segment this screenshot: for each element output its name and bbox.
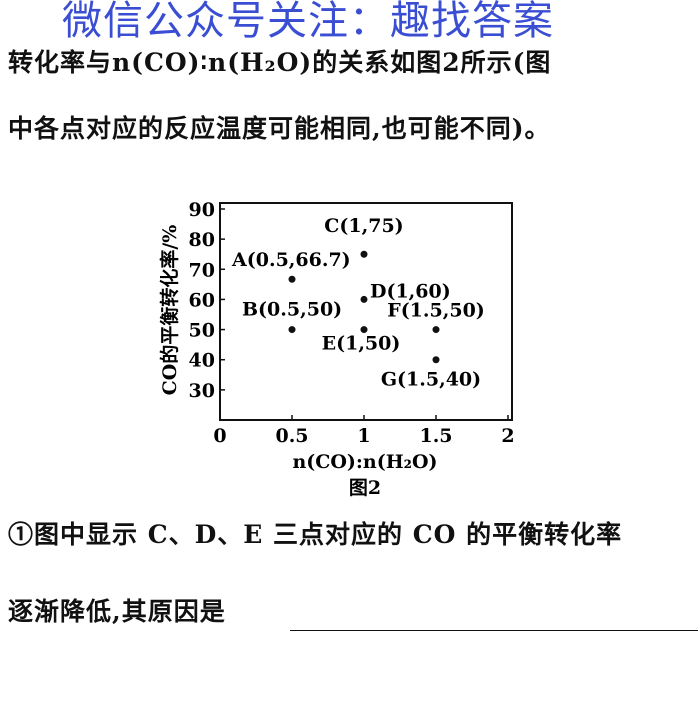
data-point-label: G(1.5,40) (381, 369, 481, 391)
plot-frame (219, 202, 513, 421)
data-point-label: C(1,75) (324, 215, 403, 237)
data-point (288, 326, 296, 334)
watermark: 微信公众号关注：趣找答案 (62, 0, 554, 44)
y-tick-label: 30 (189, 380, 215, 402)
y-axis-label: CO的平衡转化率/% (158, 225, 181, 396)
chart-caption: 图2 (349, 477, 381, 499)
data-point-label: E(1,50) (322, 333, 401, 355)
data-point (288, 275, 296, 283)
x-tick-label: 0 (213, 425, 226, 447)
answer-blank[interactable] (290, 630, 698, 631)
y-tick-label: 90 (189, 199, 215, 221)
text-line-3: ①图中显示 C、D、E 三点对应的 CO 的平衡转化率 (8, 520, 623, 549)
x-tick-label: 1.5 (419, 425, 452, 447)
data-point-label: B(0.5,50) (242, 299, 342, 321)
data-point (432, 356, 440, 364)
text-line-4: 逐渐降低,其原因是 (8, 597, 226, 626)
text-line-1: 转化率与n(CO)∶n(H₂O)的关系如图2所示(图 (8, 48, 552, 77)
y-tick-label: 80 (189, 229, 215, 251)
x-tick-label: 1 (357, 425, 370, 447)
data-point-label: D(1,60) (370, 280, 451, 302)
y-tick-label: 40 (189, 350, 215, 372)
x-tick-label: 0.5 (275, 425, 308, 447)
data-point (360, 250, 368, 258)
x-tick-label: 2 (501, 425, 514, 447)
y-tick-label: 50 (189, 320, 215, 342)
text-line-2: 中各点对应的反应温度可能相同,也可能不同)。 (8, 114, 551, 143)
data-point (360, 295, 368, 303)
x-axis-label: n(CO):n(H₂O) (292, 451, 437, 473)
data-point-label: A(0.5,66.7) (231, 249, 351, 271)
data-point (432, 326, 440, 334)
data-point (360, 326, 368, 334)
y-tick-label: 70 (189, 259, 215, 281)
data-point-label: F(1.5,50) (387, 300, 485, 322)
y-tick-label: 60 (189, 289, 215, 311)
scatter-chart: 30 40 50 60 70 80 90 0 0.5 1 1.5 2 n(CO):n(H₂O) 图2 CO的… (158, 199, 515, 499)
